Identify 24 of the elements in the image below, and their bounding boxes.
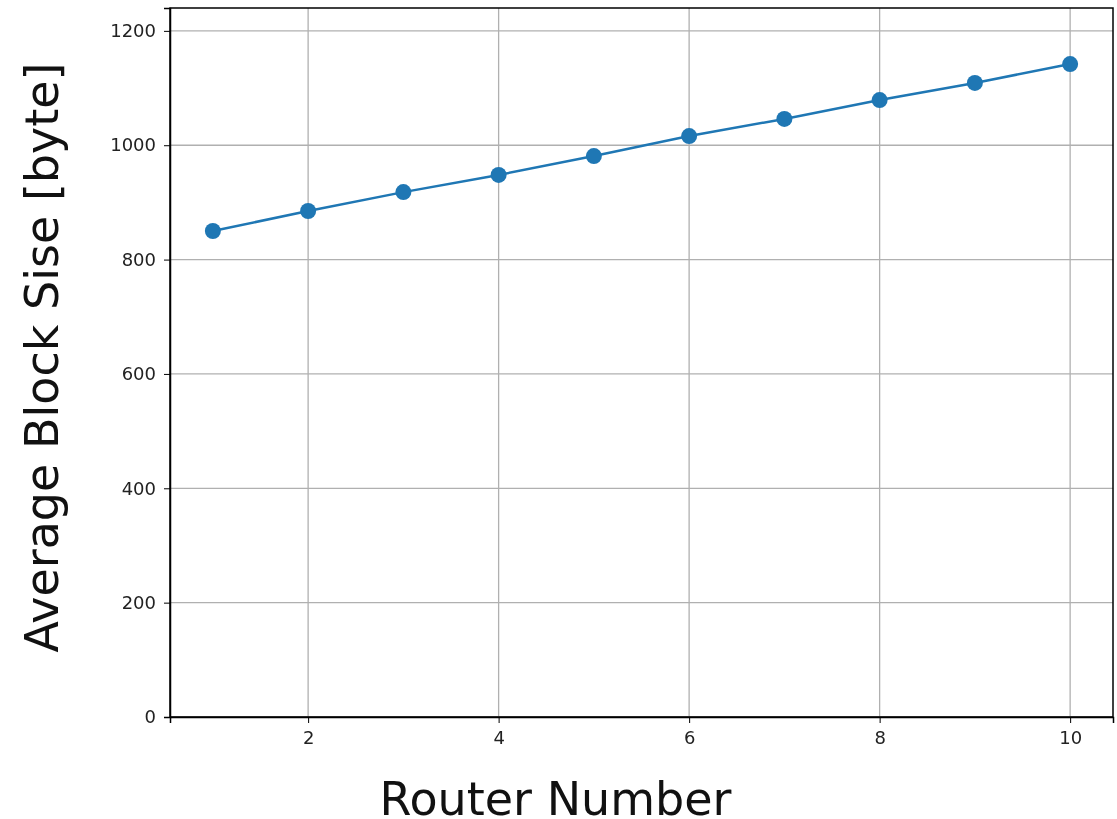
point (204, 222, 221, 239)
x-tick-label: 10 (1059, 726, 1083, 748)
point (871, 92, 888, 109)
x-tick-label: 4 (493, 726, 505, 748)
x-tick-label: 8 (874, 726, 886, 748)
point (490, 166, 507, 183)
y-tick-label: 600 (121, 363, 156, 385)
point (395, 184, 412, 201)
point (1062, 56, 1079, 73)
point (966, 74, 983, 91)
y-axis-title: Average Block Sise [byte] (15, 62, 69, 653)
y-tick-label: 200 (121, 591, 156, 613)
point (776, 110, 793, 127)
x-tick-label: 2 (302, 726, 315, 748)
x-tick-label: 6 (683, 726, 696, 748)
y-tick-label: 1200 (110, 20, 156, 42)
point (300, 202, 317, 219)
y-tick-label: 800 (121, 248, 156, 270)
y-tick-label: 0 (144, 706, 156, 728)
point (585, 148, 602, 165)
x-axis-title: Router Number (379, 772, 732, 819)
point (681, 128, 698, 145)
y-tick-label: 400 (121, 477, 156, 499)
y-tick-label: 1000 (110, 134, 156, 156)
